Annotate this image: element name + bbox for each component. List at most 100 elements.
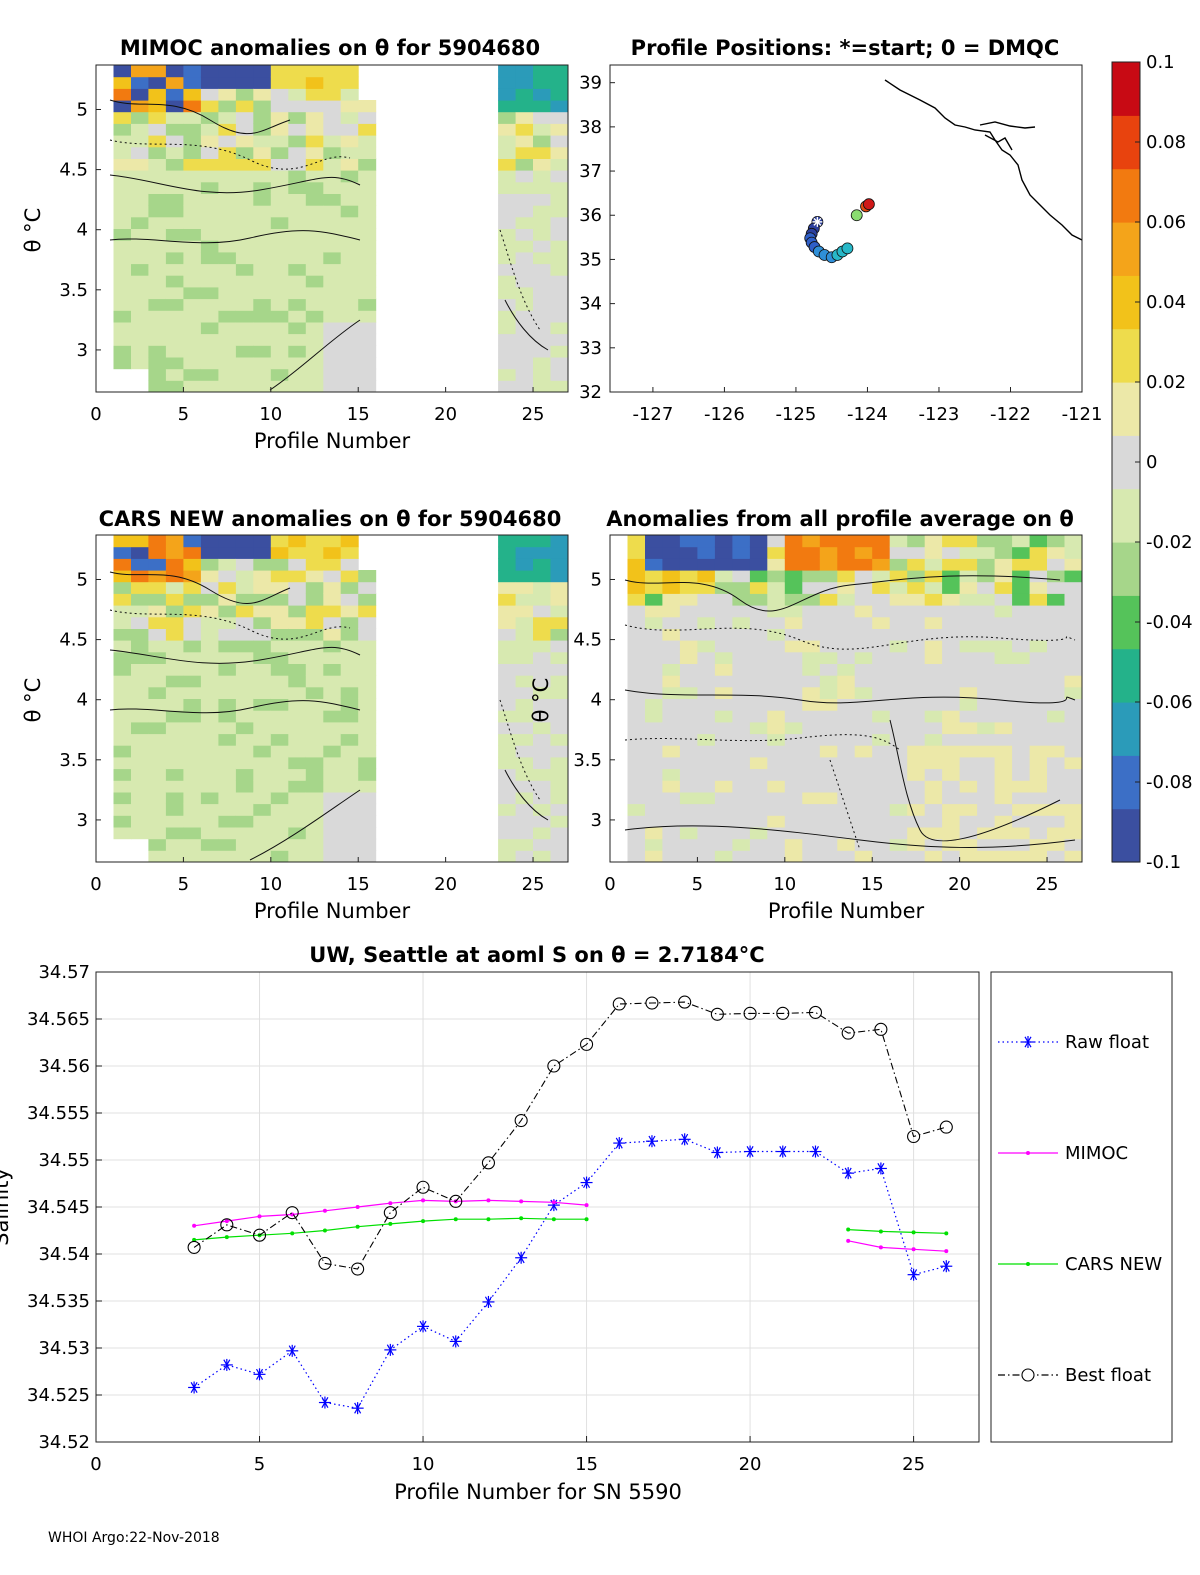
- heatmap-cell: [802, 616, 821, 629]
- heatmap-cell: [872, 535, 891, 548]
- y-tick-label: 3: [77, 810, 88, 831]
- heatmap-cell: [358, 745, 377, 758]
- heatmap-cell: [270, 768, 289, 781]
- heatmap-cell: [113, 357, 132, 370]
- heatmap-cell: [784, 710, 803, 723]
- mimoc-point: [388, 1201, 393, 1206]
- heatmap-cell: [183, 663, 202, 676]
- heatmap-cell: [288, 193, 307, 206]
- heatmap-cell: [802, 838, 821, 851]
- heatmap-cell: [235, 298, 254, 311]
- colorbar-gradient: [1112, 62, 1140, 863]
- heatmap-cell: [907, 628, 926, 641]
- heatmap-cell: [697, 721, 716, 735]
- heatmap-cell: [305, 558, 324, 571]
- heatmap-cell: [305, 88, 324, 101]
- heatmap-cell: [872, 675, 891, 688]
- heatmap-cell: [200, 698, 219, 711]
- heatmap-cell: [288, 228, 307, 241]
- heatmap-cell: [994, 605, 1013, 618]
- heatmap-cell: [183, 815, 202, 828]
- heatmap-cell: [323, 593, 342, 606]
- heatmap-cell: [767, 838, 786, 851]
- mimoc-point: [355, 1205, 360, 1209]
- heatmap-cell: [305, 135, 324, 148]
- heatmap-cell: [148, 181, 167, 194]
- mimoc-xlabel: Profile Number: [254, 429, 411, 453]
- heatmap-cell: [550, 357, 568, 370]
- heatmap-cell: [802, 558, 821, 571]
- heatmap-cell: [305, 65, 324, 78]
- heatmap-cell: [131, 593, 149, 606]
- heatmap-cell: [819, 651, 838, 664]
- heatmap-cell: [627, 698, 646, 711]
- heatmap-cell: [113, 310, 132, 323]
- heatmap-cell: [533, 651, 551, 664]
- heatmap-cell: [323, 310, 342, 323]
- heatmap-cell: [627, 663, 646, 676]
- mimoc-point: [584, 1203, 589, 1208]
- heatmap-cell: [802, 675, 821, 688]
- heatmap-cell: [305, 838, 324, 851]
- heatmap-cell: [627, 640, 646, 653]
- heatmap-cell: [253, 158, 272, 171]
- heatmap-cell: [749, 628, 768, 641]
- heatmap-cell: [854, 745, 873, 758]
- heatmap-cell: [697, 710, 716, 723]
- heatmap-cell: [907, 756, 926, 770]
- heatmap-cell: [1064, 605, 1082, 618]
- heatmap-cell: [819, 616, 838, 629]
- colorbar-tick-label: -0.02: [1146, 532, 1193, 553]
- heatmap-cell: [1047, 745, 1065, 758]
- heatmap-cell: [837, 570, 856, 583]
- heatmap-cell: [113, 628, 132, 641]
- heatmap-cell: [767, 756, 786, 770]
- heatmap-cell: [235, 333, 254, 346]
- heatmap-cell: [305, 310, 324, 323]
- heatmap-cell: [515, 298, 534, 311]
- x-tick-label: -123: [919, 404, 960, 425]
- heatmap-cell: [270, 593, 289, 606]
- heatmap-cell: [977, 733, 996, 746]
- heatmap-cell: [767, 558, 786, 571]
- heatmap-cell: [288, 698, 307, 711]
- heatmap-cell: [113, 745, 132, 758]
- heatmap-cell: [550, 216, 568, 229]
- heatmap-cell: [802, 768, 821, 781]
- cars-ylabel: θ °C: [21, 678, 45, 723]
- y-tick-label: 36: [579, 205, 602, 226]
- heatmap-cell: [837, 756, 856, 770]
- heatmap-cell: [515, 205, 534, 218]
- y-tick-label: 39: [579, 73, 602, 94]
- heatmap-cell: [270, 310, 289, 323]
- heatmap-cell: [148, 111, 167, 124]
- heatmap-cell: [767, 675, 786, 688]
- heatmap-cell: [533, 65, 551, 78]
- heatmap-cell: [732, 640, 751, 653]
- x-tick-label: 15: [347, 404, 370, 425]
- heatmap-cell: [235, 240, 254, 253]
- heatmap-cell: [662, 721, 681, 735]
- heatmap-cell: [714, 546, 733, 559]
- heatmap-cell: [200, 310, 219, 323]
- heatmap-cell: [1064, 756, 1082, 770]
- heatmap-cell: [305, 181, 324, 194]
- heatmap-cell: [498, 616, 517, 629]
- heatmap-cell: [288, 628, 307, 641]
- x-tick-label: 0: [90, 1454, 101, 1475]
- heatmap-cell: [235, 158, 254, 171]
- heatmap-cell: [498, 663, 517, 676]
- heatmap-cell: [1012, 546, 1031, 559]
- heatmap-cell: [1047, 733, 1065, 746]
- heatmap-cell: [767, 570, 786, 583]
- heatmap-cell: [165, 640, 184, 653]
- y-tick-label: 4.5: [59, 160, 88, 181]
- heatmap-cell: [533, 333, 551, 346]
- heatmap-cell: [323, 628, 342, 641]
- heatmap-cell: [837, 838, 856, 851]
- heatmap-cell: [959, 815, 978, 828]
- heatmap-cell: [854, 721, 873, 735]
- heatmap-cell: [1012, 605, 1031, 618]
- heatmap-cell: [942, 593, 961, 606]
